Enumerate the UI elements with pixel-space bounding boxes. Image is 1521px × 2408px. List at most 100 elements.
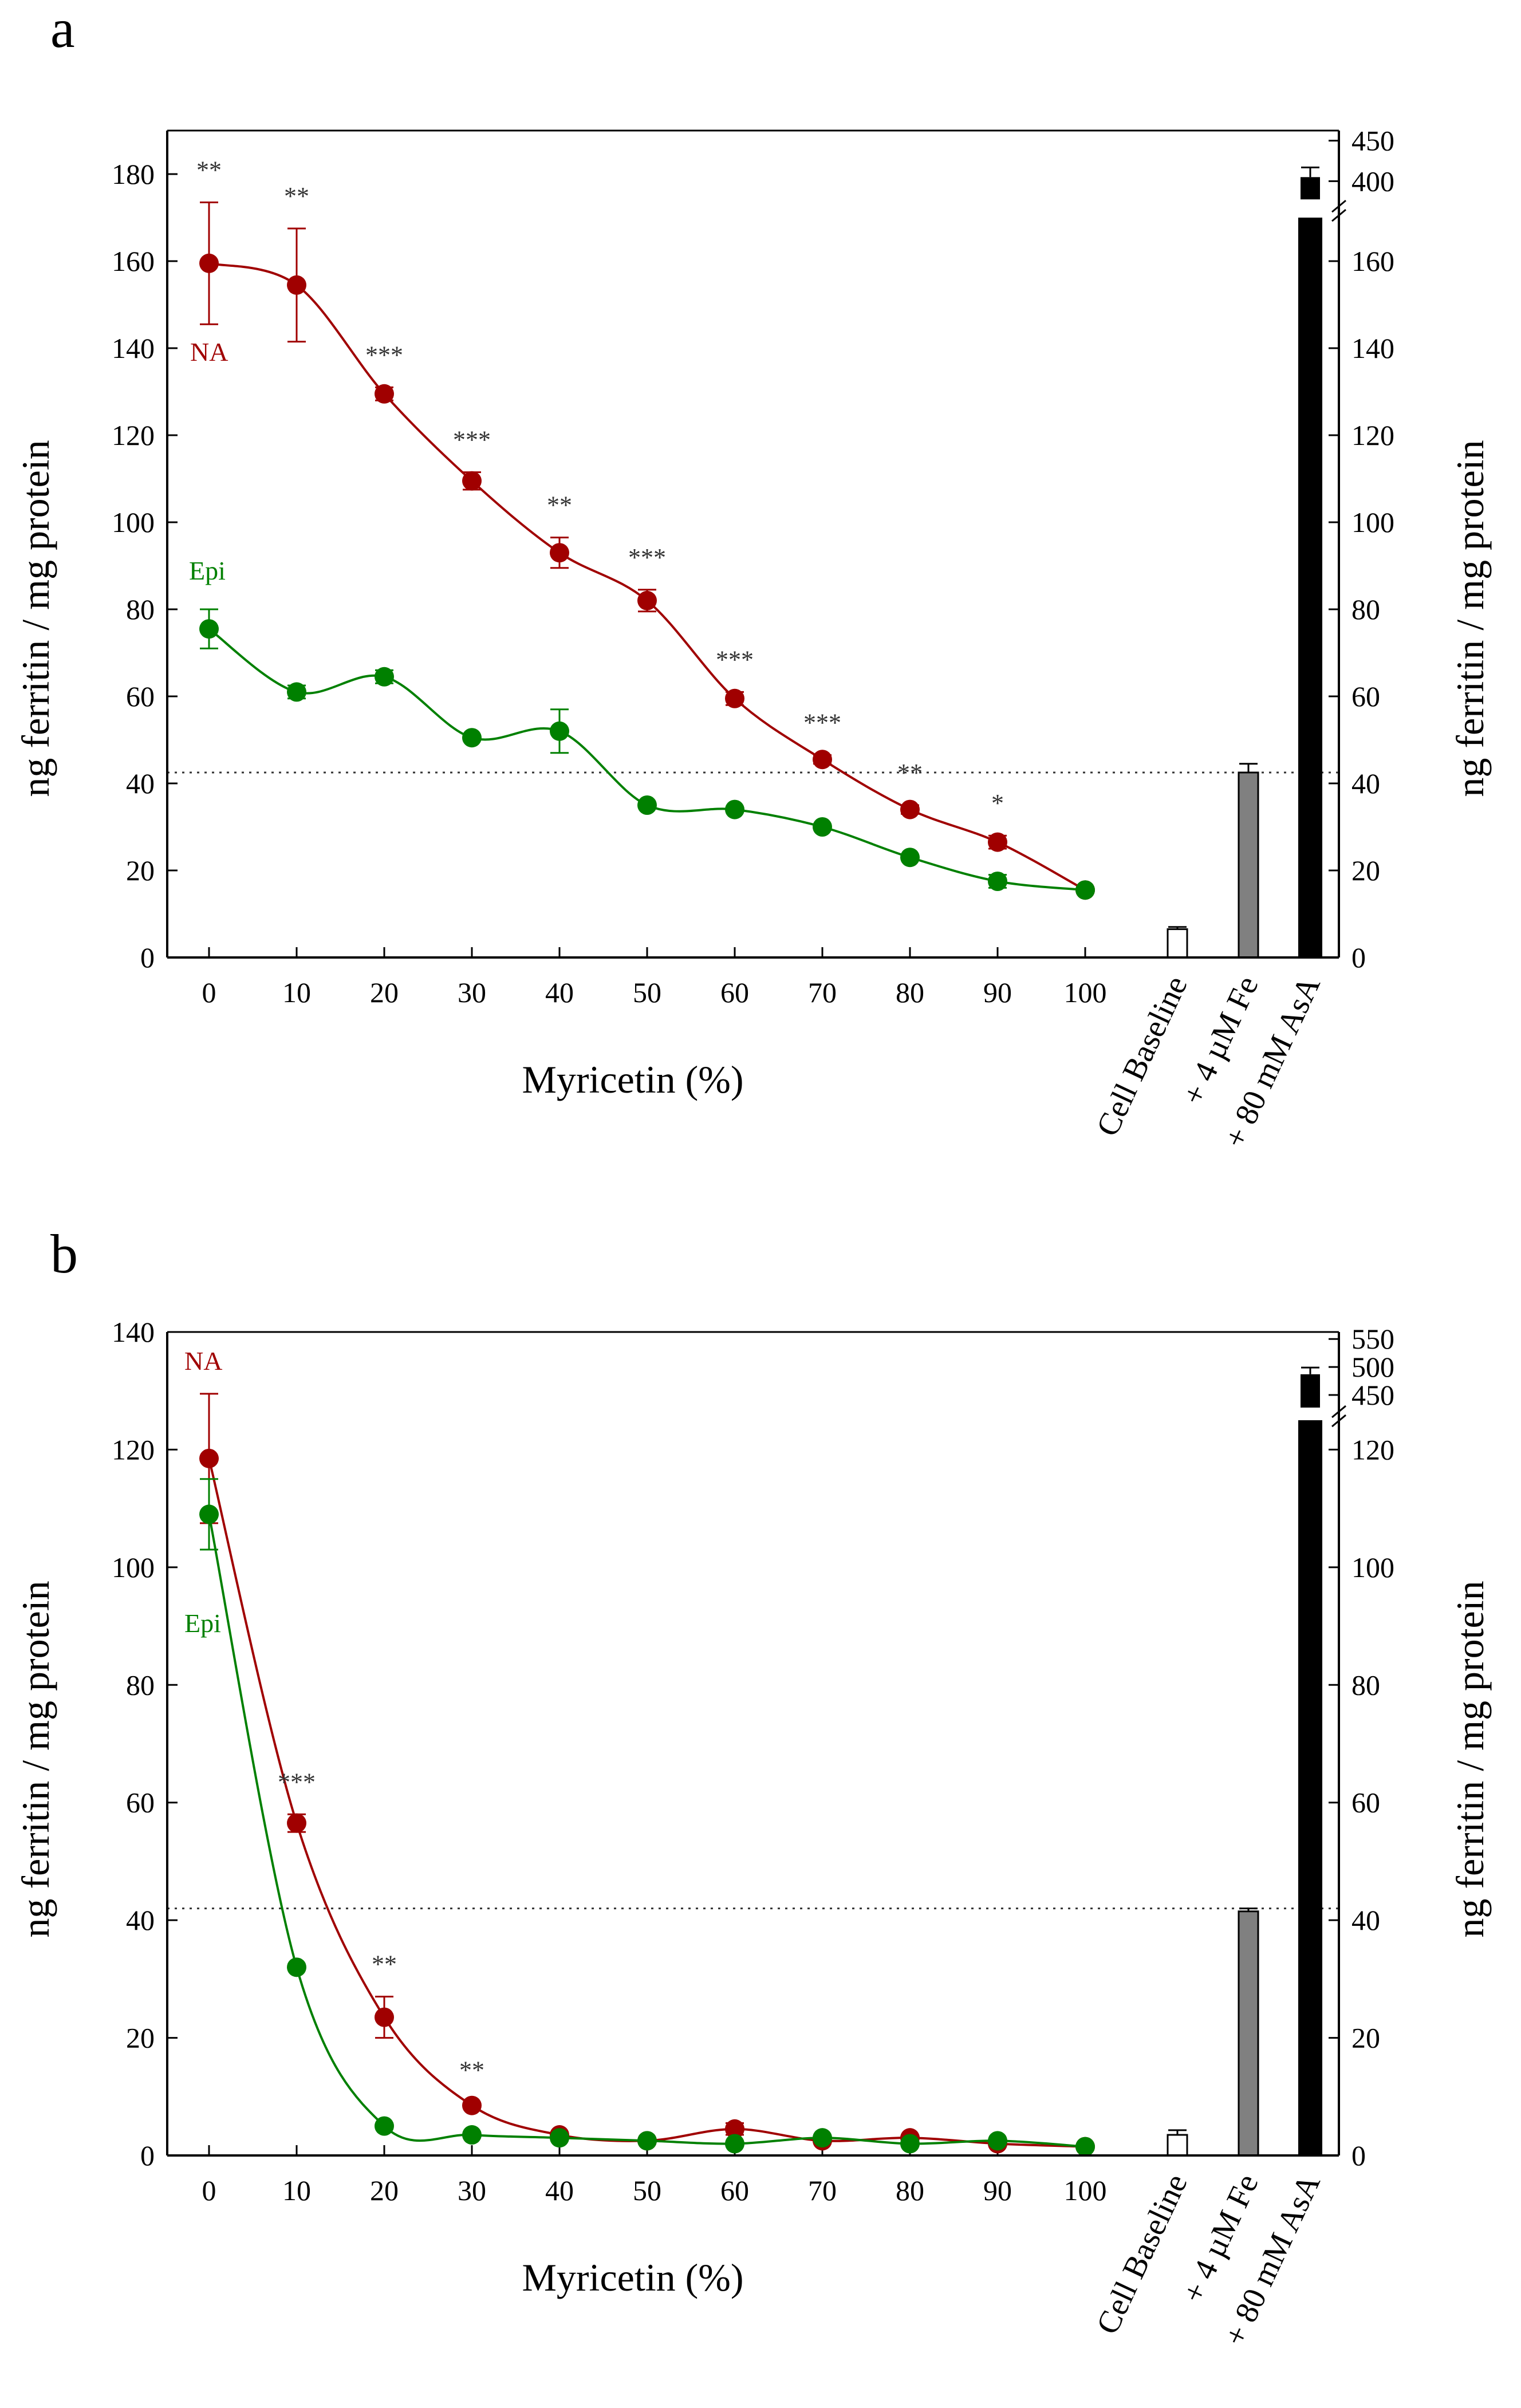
significance-label: *** (365, 341, 403, 369)
panel-a-left-ticks: 0 20 40 60 80 100 120 140 160 180 (112, 158, 178, 974)
condition-bar-top-segment (1301, 1374, 1320, 1408)
data-point (637, 795, 657, 815)
x-tick-label: 0 (202, 2174, 216, 2206)
y-tick-label: 20 (126, 2022, 155, 2054)
significance-label: ** (897, 759, 923, 787)
data-point (637, 2131, 657, 2151)
condition-bar (1167, 2134, 1188, 2157)
significance-label: ** (372, 1950, 397, 1979)
y-tick-break-label: 500 (1351, 1351, 1394, 1383)
series-label-na: NA (184, 1346, 222, 1376)
panel-a-right-ticks: 0 20 40 60 80 100 120 140 160 (1329, 245, 1394, 974)
data-point (550, 721, 569, 741)
panel-b-series: ******* (199, 1393, 1095, 2157)
y-tick-label: 100 (112, 506, 155, 538)
data-point (900, 848, 920, 868)
series-epi (199, 1478, 1095, 2157)
data-point (287, 1813, 306, 1833)
data-point (637, 590, 657, 610)
y-tick-right-label: 120 (1351, 419, 1394, 451)
data-point (375, 384, 394, 404)
panel-b-axes (166, 1331, 1340, 2157)
y-tick-right-label: 0 (1351, 941, 1366, 974)
x-tick-label: 90 (983, 2174, 1012, 2206)
significance-label: ** (459, 2056, 484, 2084)
condition-bar-group (1238, 763, 1259, 959)
y-tick-right-label: 40 (1351, 767, 1380, 799)
data-point (1075, 880, 1095, 900)
x-tick-label: 30 (458, 976, 486, 1008)
x-tick-label: 60 (720, 976, 749, 1008)
panel-b-series-labels: NA Epi (184, 1346, 222, 1638)
panel-b-x-ticks: 0 10 20 30 40 50 60 70 80 90 100 (202, 2145, 1107, 2206)
data-point (287, 682, 306, 702)
panel-a-condition-bars (1167, 166, 1346, 959)
condition-bar-group (1238, 1908, 1259, 2157)
y-tick-label: 100 (112, 1551, 155, 1583)
panel-a-letter: a (50, 0, 75, 59)
series-epi (199, 608, 1095, 900)
y-tick-right-label: 100 (1351, 1551, 1394, 1583)
condition-bar (1167, 928, 1188, 959)
y-tick-label: 20 (126, 854, 155, 886)
significance-label: ** (547, 491, 572, 519)
x-tick-label: 10 (282, 976, 311, 1008)
data-point (199, 1504, 219, 1524)
y-tick-label: 60 (126, 680, 155, 712)
series-label-epi: Epi (184, 1609, 221, 1638)
significance-label: *** (716, 645, 754, 673)
y-tick-right-label: 20 (1351, 854, 1380, 886)
y-tick-label: 40 (126, 767, 155, 799)
y-tick-right-label: 80 (1351, 1669, 1380, 1701)
x-tick-label: 40 (545, 976, 574, 1008)
significance-label: *** (278, 1768, 316, 1796)
data-point (988, 832, 1007, 852)
x-tick-label: 50 (633, 976, 661, 1008)
x-tick-label: 100 (1064, 2174, 1107, 2206)
x-tick-label: 0 (202, 976, 216, 1008)
data-point (900, 799, 920, 819)
significance-label: ** (196, 156, 222, 184)
y-tick-right-label: 60 (1351, 1787, 1380, 1819)
y-tick-label: 180 (112, 158, 155, 190)
y-tick-label: 140 (112, 1316, 155, 1348)
data-point (462, 728, 482, 748)
y-tick-label: 140 (112, 332, 155, 364)
condition-bar (1238, 1910, 1259, 2157)
condition-bar-group (1298, 1366, 1346, 2155)
panel-b-left-ticks: 0 20 40 60 80 100 120 140 (112, 1316, 178, 2171)
panel-a-axes (166, 129, 1340, 959)
panel-b-ylabel: ng ferritin / mg protein (14, 1581, 57, 1937)
data-point (199, 253, 219, 273)
data-point (988, 2131, 1007, 2151)
y-tick-break-label: 550 (1351, 1323, 1394, 1355)
y-tick-break-label: 450 (1351, 125, 1394, 157)
condition-bar (1298, 218, 1322, 957)
x-tick-label: 70 (808, 2174, 837, 2206)
condition-bar-group (1167, 2129, 1188, 2157)
series-na: ******* (199, 1393, 1095, 2157)
y-tick-label: 120 (112, 1433, 155, 1465)
series-line (208, 628, 1086, 892)
y-tick-label: 120 (112, 419, 155, 451)
data-point (199, 619, 219, 639)
series-na: ************************ (196, 156, 1095, 900)
y-tick-label: 40 (126, 1904, 155, 1936)
data-point (813, 2128, 832, 2148)
x-tick-label: 30 (458, 2174, 486, 2206)
significance-label: ** (284, 182, 309, 210)
significance-label: *** (453, 426, 491, 454)
data-point (725, 2134, 744, 2154)
panel-a-condition-labels: Cell Baseline+ 4 µM Fe+ 80 mM AsA (1090, 971, 1327, 1153)
y-tick-label: 80 (126, 593, 155, 625)
panel-b-xlabel: Myricetin (%) (522, 2256, 743, 2299)
x-tick-label: 10 (282, 2174, 311, 2206)
y-tick-break-label: 400 (1351, 165, 1394, 197)
y-tick-break-label: 450 (1351, 1379, 1394, 1411)
y-tick-label: 80 (126, 1669, 155, 1701)
data-point (375, 2007, 394, 2027)
